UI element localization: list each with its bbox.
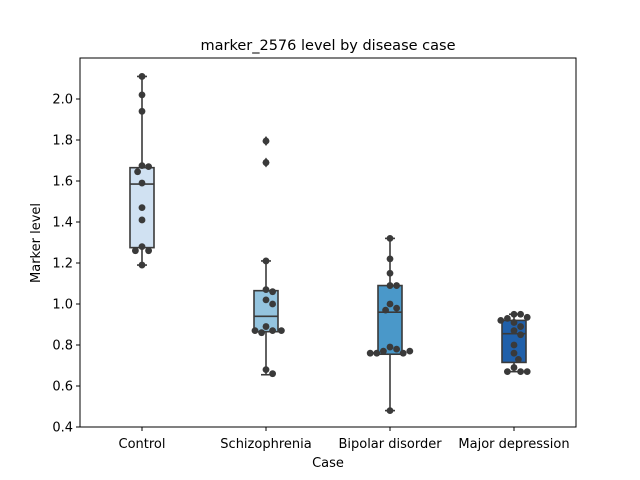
y-tick-label: 0.4 (52, 421, 73, 436)
data-point (262, 159, 270, 166)
data-point (138, 179, 146, 187)
y-tick-label: 1.8 (52, 134, 73, 149)
data-point (510, 327, 518, 335)
chart-title: marker_2576 level by disease case (201, 38, 456, 54)
data-point (269, 300, 276, 308)
data-point (382, 306, 389, 314)
x-tick-label: Control (119, 437, 166, 452)
y-tick-label: 1.6 (52, 175, 73, 190)
axes-frame (79, 57, 577, 428)
data-point (386, 407, 394, 414)
data-point (510, 319, 518, 326)
data-point (262, 137, 270, 145)
data-point (373, 349, 381, 357)
data-point (386, 235, 394, 242)
data-point (138, 73, 146, 80)
data-point (132, 247, 139, 255)
y-tick-label: 0.6 (52, 380, 73, 395)
data-point (138, 162, 146, 170)
data-point (406, 347, 414, 355)
y-tick-label: 1.2 (52, 257, 73, 272)
data-point (262, 257, 270, 265)
data-point (251, 327, 259, 335)
data-point (366, 349, 374, 357)
box-iqr (377, 284, 403, 356)
data-point (138, 261, 146, 269)
x-tick-label: Schizophrenia (220, 437, 311, 452)
data-point (393, 282, 400, 289)
data-point (134, 168, 142, 176)
data-point (517, 331, 524, 339)
data-point (517, 323, 524, 330)
data-point (510, 341, 518, 349)
data-point (510, 349, 518, 357)
x-axis-label: Case (312, 456, 344, 471)
data-point (386, 300, 394, 308)
data-point (517, 368, 524, 376)
data-point (145, 247, 153, 255)
data-point (510, 364, 518, 371)
y-tick-label: 2.0 (52, 93, 73, 108)
data-point (515, 355, 522, 363)
data-point (138, 91, 146, 99)
data-point (145, 163, 153, 171)
data-point (269, 370, 276, 378)
data-point (262, 366, 270, 373)
data-point (393, 304, 400, 312)
data-point (269, 327, 276, 335)
data-point (262, 286, 270, 294)
data-point (386, 269, 394, 277)
y-tick-label: 1.4 (52, 216, 73, 231)
data-point (269, 288, 276, 296)
data-point (262, 296, 270, 304)
data-point (380, 347, 387, 355)
data-point (138, 243, 146, 251)
y-axis-label: Marker level (29, 203, 44, 283)
data-point (278, 327, 285, 335)
data-point (386, 343, 394, 351)
data-point (497, 317, 505, 324)
x-tick-label: Major depression (458, 437, 569, 452)
plot-area: 0.4 0.6 0.8 1.0 1.2 1.4 1.6 1.8 2.0 Control Schizo… (52, 57, 577, 452)
data-point (386, 255, 394, 263)
data-point (258, 329, 265, 337)
data-point (262, 323, 270, 330)
data-point (386, 282, 394, 289)
data-point (138, 107, 146, 115)
data-point (504, 314, 511, 322)
data-point (138, 216, 146, 224)
data-point (517, 310, 524, 318)
data-point (504, 368, 511, 376)
data-point (523, 313, 531, 321)
y-tick-label: 0.8 (52, 339, 73, 354)
data-point (523, 368, 531, 376)
data-point (510, 310, 518, 318)
x-tick-label: Bipolar disorder (338, 437, 442, 452)
data-point (138, 204, 146, 212)
y-tick-label: 1.0 (52, 298, 73, 313)
data-point (393, 345, 400, 353)
data-point (399, 349, 407, 357)
